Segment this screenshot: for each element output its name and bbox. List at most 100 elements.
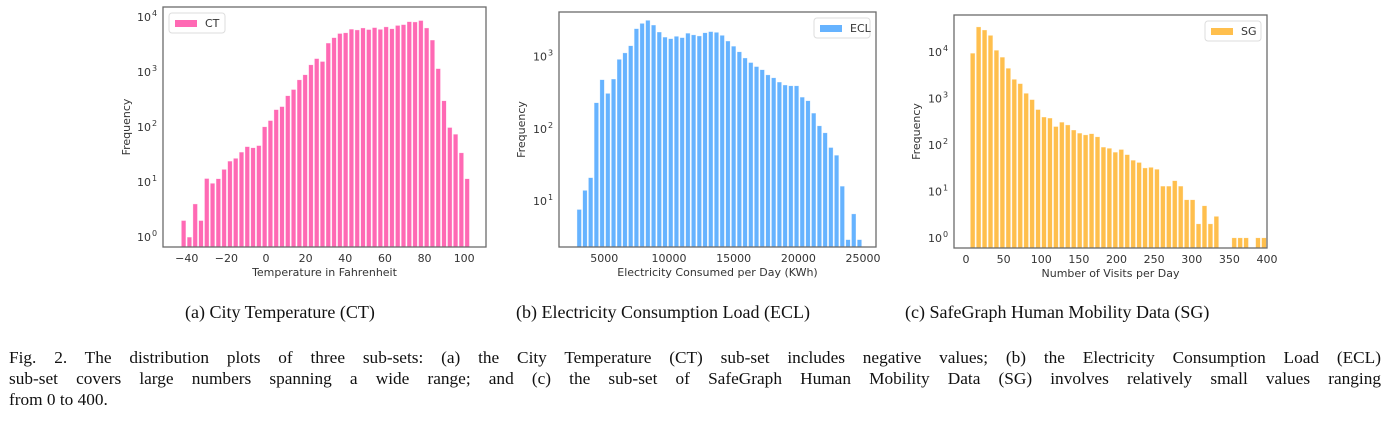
bar-sg	[1076, 132, 1083, 249]
axes-frame	[558, 11, 877, 248]
bar-ecl	[679, 37, 685, 248]
bar-ecl	[662, 36, 668, 248]
axes-frame	[162, 6, 487, 248]
bar-ct	[354, 29, 360, 248]
bar-ecl	[719, 35, 725, 248]
bar-ct	[273, 109, 279, 248]
bar-ecl	[736, 51, 742, 248]
bar-ct	[262, 126, 268, 248]
bar-ecl	[588, 177, 594, 248]
y-tick-exponent: 2	[548, 121, 553, 130]
bar-ecl	[782, 84, 788, 248]
subcaption-a: (a) City Temperature (CT)	[185, 302, 375, 322]
bar-ct	[452, 133, 459, 248]
bar-ct	[314, 58, 320, 248]
x-axis-label: Number of Visits per Day	[1042, 267, 1180, 280]
bar-ecl	[673, 35, 680, 248]
y-tick-exponent: 2	[152, 119, 157, 128]
bar-sg	[1106, 147, 1113, 249]
bar-ecl	[771, 77, 777, 248]
caption-line: sub-set covers large numbers spanning a …	[9, 369, 1381, 388]
legend-swatch	[175, 20, 197, 27]
bar-ct	[458, 152, 464, 248]
bar-ct	[348, 28, 355, 248]
bar-ecl	[599, 79, 605, 248]
chart-ecl: 5000 10000 15000 20000 25000 10 1 10 2 10 3 Electri…	[505, 0, 895, 290]
y-tick-label: 10	[137, 66, 151, 79]
bar-sg	[1243, 237, 1249, 249]
bar-sg	[1112, 151, 1119, 249]
bar-sg	[1094, 136, 1101, 249]
bar-ct	[441, 100, 447, 248]
bar-ecl	[696, 35, 702, 248]
legend-swatch	[1211, 28, 1233, 35]
legend-label: CT	[205, 17, 220, 30]
chart-ct: −40 −20 0 20 40 60 80 100 10 0 10 1 10 2 10 3 10 4 Tempera…	[110, 0, 500, 290]
x-tick-label: 0	[263, 252, 270, 265]
bar-ecl	[713, 31, 720, 248]
y-tick-exponent: 0	[943, 230, 948, 239]
y-tick-label: 10	[533, 51, 547, 64]
bar-ecl	[748, 62, 754, 248]
x-tick-label: 20	[299, 252, 313, 265]
y-tick-exponent: 1	[548, 193, 553, 202]
legend-swatch	[820, 25, 842, 32]
bar-ct	[290, 89, 297, 248]
bar-ecl	[593, 102, 599, 248]
subcaption-c: (c) SafeGraph Human Mobility Data (SG)	[905, 302, 1210, 322]
bar-ecl	[582, 190, 588, 248]
bar-sg	[1154, 168, 1160, 249]
y-tick-label: 10	[137, 231, 151, 244]
bar-ecl	[633, 28, 639, 248]
bar-sg	[1213, 216, 1220, 249]
bar-ct	[308, 64, 314, 248]
bar-ecl	[622, 52, 628, 248]
bar-ecl	[605, 93, 611, 248]
y-tick-label: 10	[928, 93, 942, 106]
bar-sg	[1011, 78, 1017, 249]
bar-sg	[1195, 223, 1202, 249]
bar-sg	[1231, 237, 1237, 249]
y-tick-label: 10	[928, 46, 942, 59]
y-tick-exponent: 2	[943, 137, 948, 146]
bar-sg	[1183, 199, 1190, 249]
x-tick-label: 300	[1181, 253, 1202, 266]
bar-ct	[250, 147, 256, 248]
y-axis-label: Frequency	[910, 103, 923, 160]
bar-sg	[1059, 121, 1065, 249]
bar-ct	[337, 33, 343, 248]
bar-ct	[244, 146, 250, 248]
x-tick-label: 60	[378, 252, 392, 265]
bar-sg	[1100, 146, 1107, 249]
x-tick-label: 20000	[781, 252, 816, 265]
bar-ecl	[668, 38, 674, 248]
bar-ct	[383, 26, 389, 248]
bar-ecl	[576, 209, 582, 248]
bar-ecl	[616, 59, 622, 248]
x-axis-label: Temperature in Fahrenheit	[251, 266, 398, 279]
bar-sg	[1017, 83, 1023, 249]
bar-sg	[1255, 237, 1261, 249]
bar-ct	[395, 25, 401, 248]
bar-sg	[1082, 134, 1089, 249]
x-tick-label: 250	[1144, 253, 1165, 266]
bar-ecl	[828, 147, 834, 248]
bar-ct	[377, 29, 383, 248]
y-tick-exponent: 3	[548, 49, 553, 58]
x-tick-label: −40	[175, 252, 198, 265]
bar-ct	[267, 120, 274, 248]
bar-sg	[987, 35, 994, 249]
x-tick-label: 350	[1219, 253, 1240, 266]
bar-ct	[360, 27, 366, 248]
bar-ct	[464, 178, 470, 248]
bar-ecl	[805, 100, 811, 248]
y-tick-label: 10	[928, 232, 942, 245]
bar-ct	[181, 220, 187, 248]
bar-ct	[296, 79, 302, 248]
x-tick-label: 200	[1106, 253, 1127, 266]
bar-ecl	[702, 32, 708, 248]
bar-ct	[186, 236, 193, 248]
bar-ct	[366, 29, 372, 248]
x-tick-label: 10000	[651, 252, 686, 265]
bar-ecl	[651, 24, 657, 248]
